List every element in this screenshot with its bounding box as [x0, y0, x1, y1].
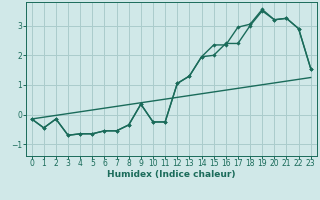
X-axis label: Humidex (Indice chaleur): Humidex (Indice chaleur) — [107, 170, 236, 179]
